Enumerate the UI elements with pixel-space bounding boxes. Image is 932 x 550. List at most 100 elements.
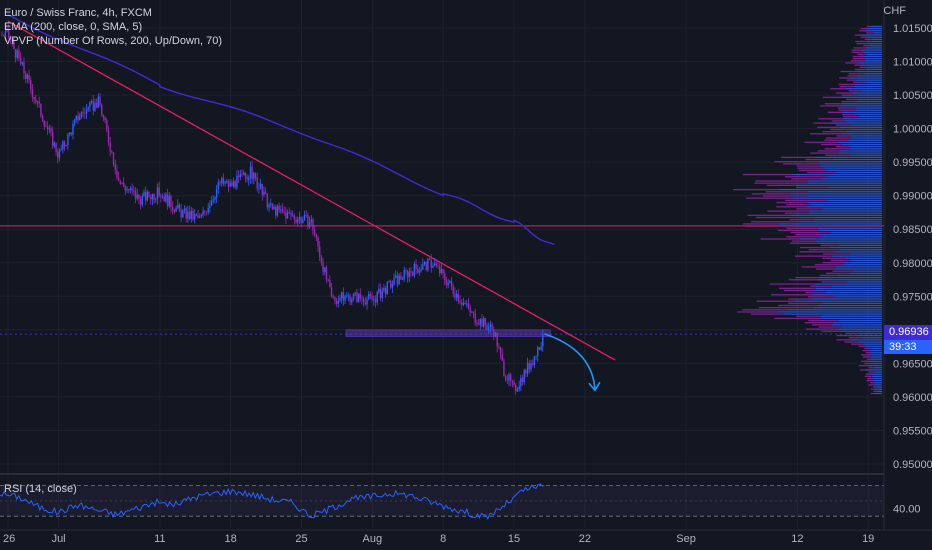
vp-bar-down — [790, 242, 818, 244]
candle-down — [241, 174, 243, 176]
candle-down — [195, 214, 198, 216]
vp-bar-up — [867, 36, 882, 38]
vp-bar-up — [827, 199, 882, 201]
candle-up — [280, 209, 282, 211]
candle-down — [406, 271, 409, 278]
candle-up — [21, 62, 23, 64]
vp-bar-down — [808, 319, 839, 322]
vp-bar-up — [874, 371, 882, 373]
vp-bar-up — [842, 96, 882, 98]
candle-down — [428, 258, 431, 260]
candle-up — [6, 28, 8, 32]
time-tick-label: Jul — [52, 533, 66, 545]
candle-up — [270, 203, 272, 205]
vp-bar-down — [839, 85, 855, 88]
vp-bar-up — [873, 382, 882, 384]
candle-down — [411, 272, 414, 276]
candle-down — [178, 204, 181, 211]
candle-down — [322, 262, 324, 273]
candle-down — [305, 215, 307, 216]
candle-down — [107, 130, 110, 143]
price-tick-label: 1.00000 — [893, 124, 932, 136]
vp-bar-up — [812, 298, 882, 300]
vp-bar-down — [778, 287, 816, 289]
ema-legend[interactable]: EMA (200, close, 0, SMA, 5) — [4, 21, 143, 33]
vp-bar-up — [791, 173, 882, 176]
candle-down — [459, 301, 461, 303]
candle-up — [183, 208, 186, 211]
vp-bar-up — [850, 272, 882, 274]
rsi-legend[interactable]: RSI (14, close) — [4, 483, 77, 495]
candle-down — [415, 264, 417, 269]
vp-bar-up — [814, 219, 882, 221]
symbol-legend[interactable]: Euro / Swiss Franc, 4h, FXCM — [4, 7, 152, 19]
candle-up — [344, 295, 346, 301]
candle-down — [515, 384, 517, 392]
vp-bar-down — [791, 178, 823, 180]
candle-down — [99, 96, 101, 105]
vp-bar-down — [848, 90, 862, 92]
vp-bar-up — [856, 79, 882, 81]
candle-up — [121, 182, 123, 184]
vp-bar-down — [799, 251, 836, 253]
vp-bar-down — [801, 266, 836, 268]
vp-bar-up — [840, 326, 882, 328]
vp-bar-up — [873, 377, 882, 380]
vp-bar-up — [850, 135, 882, 137]
vp-bar-up — [798, 221, 882, 223]
candle-down — [19, 57, 22, 64]
vp-bar-up — [823, 167, 882, 169]
vp-bar-up — [844, 120, 882, 122]
rsi-line — [0, 483, 545, 520]
candle-up — [232, 181, 235, 187]
candle-down — [102, 114, 105, 118]
vp-bar-up — [809, 210, 882, 212]
candle-up — [520, 377, 522, 387]
candle-down — [362, 298, 365, 303]
vp-bar-down — [789, 219, 815, 221]
vp-bar-down — [825, 272, 851, 274]
vp-bar-up — [839, 126, 882, 129]
vp-bar-down — [774, 317, 820, 320]
candle-down — [285, 212, 287, 219]
vp-bar-down — [860, 27, 868, 30]
vp-bar-up — [871, 38, 882, 41]
time-tick-label: 12 — [791, 533, 803, 545]
vp-bar-up — [840, 330, 882, 332]
vp-bar-up — [808, 180, 882, 182]
vp-bar-up — [835, 296, 882, 298]
candle-down — [538, 347, 541, 350]
candle-down — [50, 128, 52, 132]
candle-up — [393, 277, 395, 285]
vp-bar-down — [750, 221, 799, 223]
candle-up — [68, 132, 71, 135]
vp-bar-down — [747, 214, 790, 217]
candle-down — [8, 28, 10, 38]
candle-down — [33, 96, 35, 100]
vp-bar-down — [848, 337, 863, 339]
vp-bar-up — [838, 244, 882, 247]
candle-up — [199, 216, 201, 218]
candle-up — [347, 295, 350, 297]
vp-bar-down — [864, 38, 872, 41]
candle-down — [188, 211, 191, 219]
vp-bar-down — [865, 352, 871, 354]
vp-bar-up — [850, 259, 882, 262]
candle-up — [366, 299, 368, 305]
vpvp-legend[interactable]: VPVP (Number Of Rows, 200, Up/Down, 70) — [4, 35, 223, 47]
candle-down — [501, 353, 503, 361]
countdown-tag: 39:33 — [884, 340, 932, 354]
candle-down — [425, 261, 427, 270]
candle-up — [182, 210, 184, 218]
price-tick-label: 0.95000 — [893, 459, 932, 471]
vp-bar-up — [849, 154, 882, 156]
candle-down — [231, 182, 233, 187]
candle-down — [457, 293, 459, 302]
vp-bar-up — [856, 334, 882, 337]
vp-bar-down — [784, 176, 829, 178]
vp-bar-down — [765, 191, 808, 193]
candle-up — [440, 269, 443, 274]
candle-down — [70, 132, 72, 135]
vp-bar-up — [779, 223, 882, 225]
